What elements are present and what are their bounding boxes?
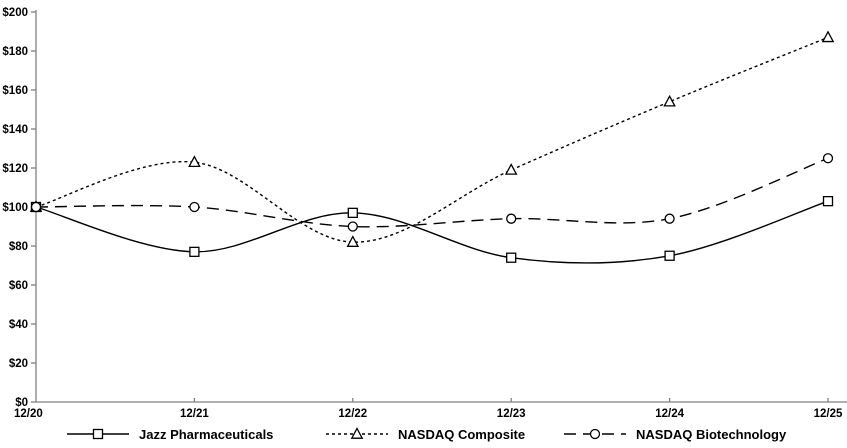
circle-marker-icon <box>589 428 601 440</box>
legend-item-nasdaq-biotechnology: NASDAQ Biotechnology <box>563 423 786 445</box>
triangle-data-point-marker <box>821 30 835 43</box>
legend-item-jazz-pharmaceuticals: Jazz Pharmaceuticals <box>66 423 273 445</box>
y-tick-label: $0 <box>15 397 28 409</box>
solid-line-square-marker-icon <box>67 428 129 440</box>
performance-line-chart-canvas: $0 $20 $40 $60 $80 $100 $120 $140 $160 $180 $200 12… <box>2 7 847 420</box>
dashed-line-circle-marker-icon <box>564 428 626 440</box>
x-tick-label: 12/22 <box>338 408 367 420</box>
circle-data-point-marker <box>664 213 675 224</box>
square-marker-icon <box>92 428 104 440</box>
square-data-point-marker <box>189 246 200 258</box>
series-line-nasdaq-biotechnology <box>35 157 829 228</box>
y-tick-label: $160 <box>2 85 28 97</box>
square-data-point-marker <box>664 250 675 261</box>
x-tick-label: 12/23 <box>497 408 526 420</box>
y-tick-label: $20 <box>9 358 28 370</box>
legend-label-jazz-pharmaceuticals: Jazz Pharmaceuticals <box>139 426 274 442</box>
circle-data-point-marker <box>30 201 42 213</box>
circle-data-point-marker <box>822 153 834 164</box>
triangle-marker-icon <box>350 427 364 439</box>
y-tick-label: $100 <box>2 202 28 214</box>
legend-label-nasdaq-composite: NASDAQ Composite <box>398 426 526 442</box>
circle-data-point-marker <box>506 213 517 224</box>
x-tick-label: 12/24 <box>655 408 684 420</box>
y-tick-label: $60 <box>9 280 28 292</box>
y-tick-label: $120 <box>2 163 28 175</box>
triangle-data-point-marker <box>188 155 201 167</box>
legend-label-nasdaq-biotechnology: NASDAQ Biotechnology <box>636 426 787 442</box>
triangle-data-point-marker <box>663 94 676 107</box>
y-tick-label: $80 <box>9 241 28 253</box>
y-tick-label: $180 <box>2 46 28 58</box>
x-tick-label: 12/25 <box>814 408 843 420</box>
series-line-nasdaq-composite <box>35 36 829 243</box>
square-data-point-marker <box>506 252 517 263</box>
square-data-point-marker <box>822 195 834 207</box>
square-data-point-marker <box>347 207 358 219</box>
dotted-line-triangle-marker-icon <box>326 427 388 439</box>
triangle-data-point-marker <box>504 163 518 175</box>
triangle-data-point-marker <box>346 235 360 247</box>
y-tick-label: $40 <box>9 319 28 331</box>
circle-data-point-marker <box>189 201 200 213</box>
y-tick-label: $140 <box>2 124 28 136</box>
legend-item-nasdaq-composite: NASDAQ Composite <box>325 423 525 445</box>
y-tick-label: $200 <box>2 7 28 19</box>
x-tick-label: 12/21 <box>180 408 209 420</box>
series-line-jazz-pharmaceuticals <box>35 200 829 264</box>
chart-legend: Jazz Pharmaceuticals NASDAQ Composite NA… <box>0 423 847 447</box>
circle-data-point-marker <box>347 221 358 232</box>
x-tick-label: 12/20 <box>14 408 43 420</box>
